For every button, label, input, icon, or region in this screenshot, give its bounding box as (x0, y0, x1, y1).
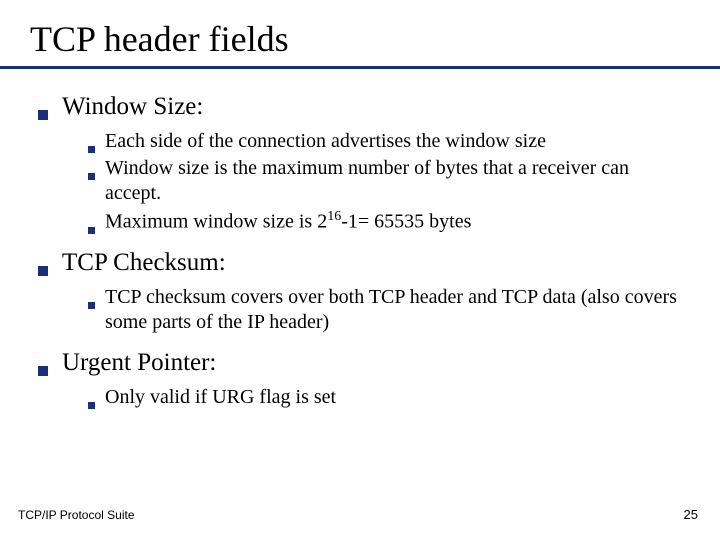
section-window-size: Window Size: Each side of the connection… (38, 93, 690, 235)
slide-number: 25 (684, 507, 698, 522)
list-item-text: Window size is the maximum number of byt… (105, 156, 690, 206)
section-heading-row: Window Size: (38, 93, 690, 121)
square-bullet-icon (88, 146, 95, 153)
list-item-text: Only valid if URG flag is set (105, 385, 336, 410)
square-bullet-icon (38, 266, 48, 276)
square-bullet-icon (88, 402, 95, 409)
slide-title: TCP header fields (30, 18, 690, 60)
section-tcp-checksum: TCP Checksum: TCP checksum covers over b… (38, 249, 690, 335)
square-bullet-icon (88, 173, 95, 180)
section-items: TCP checksum covers over both TCP header… (38, 285, 690, 335)
title-underline (0, 66, 720, 69)
section-heading: Window Size: (62, 93, 203, 121)
footer-text: TCP/IP Protocol Suite (18, 508, 135, 522)
section-heading-row: Urgent Pointer: (38, 349, 690, 377)
section-heading-row: TCP Checksum: (38, 249, 690, 277)
square-bullet-icon (88, 302, 95, 309)
square-bullet-icon (88, 227, 95, 234)
list-item-text: Each side of the connection advertises t… (105, 129, 546, 154)
section-urgent-pointer: Urgent Pointer: Only valid if URG flag i… (38, 349, 690, 410)
list-item: Maximum window size is 216-1= 65535 byte… (88, 208, 690, 235)
list-item-text: TCP checksum covers over both TCP header… (105, 285, 690, 335)
list-item: TCP checksum covers over both TCP header… (88, 285, 690, 335)
section-heading: TCP Checksum: (62, 249, 226, 277)
list-item-text: Maximum window size is 216-1= 65535 byte… (105, 208, 471, 235)
slide-footer: TCP/IP Protocol Suite 25 (18, 507, 698, 522)
slide-container: TCP header fields Window Size: Each side… (0, 0, 720, 540)
list-item: Only valid if URG flag is set (88, 385, 690, 410)
section-items: Only valid if URG flag is set (38, 385, 690, 410)
square-bullet-icon (38, 110, 48, 120)
list-item: Each side of the connection advertises t… (88, 129, 690, 154)
list-item: Window size is the maximum number of byt… (88, 156, 690, 206)
slide-content: Window Size: Each side of the connection… (30, 93, 690, 410)
square-bullet-icon (38, 366, 48, 376)
section-heading: Urgent Pointer: (62, 349, 216, 377)
section-items: Each side of the connection advertises t… (38, 129, 690, 235)
